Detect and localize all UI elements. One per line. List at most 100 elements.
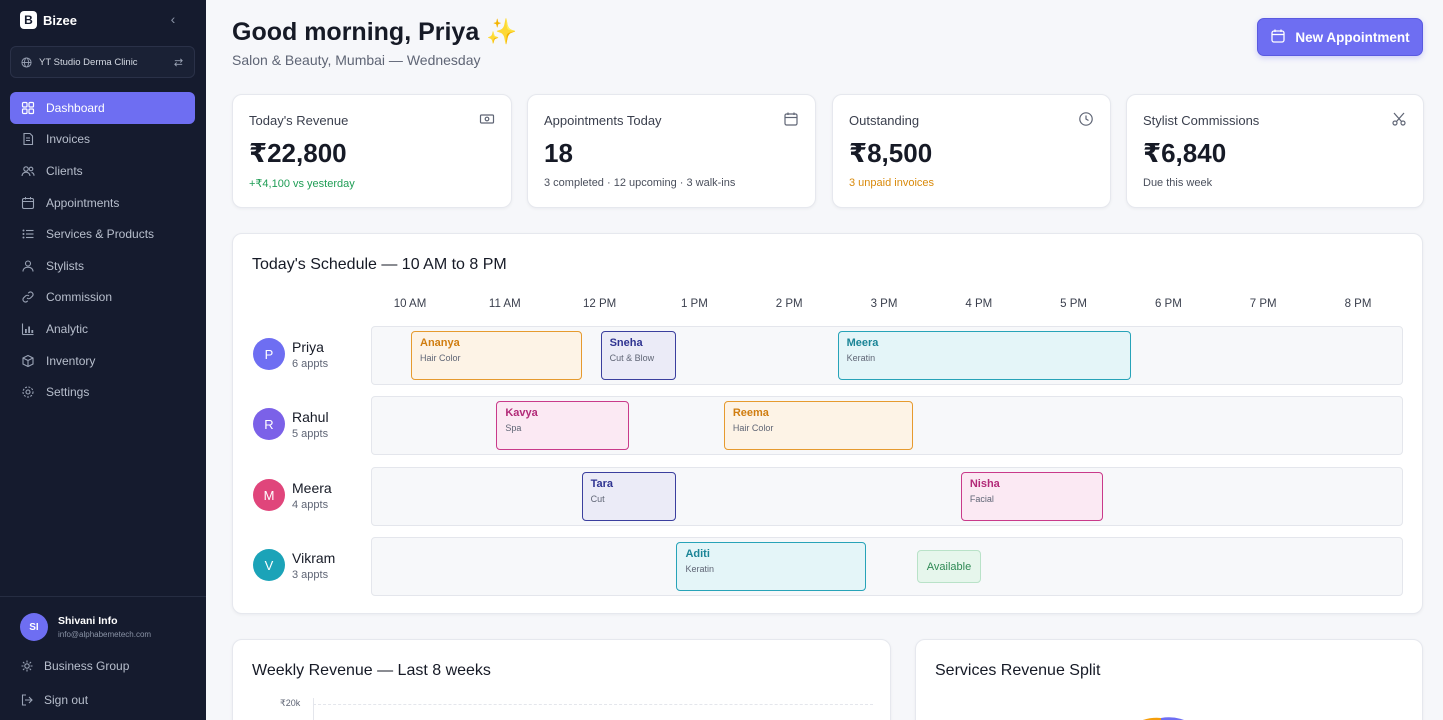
staff-name: Vikram	[292, 549, 336, 566]
kpi-title: Stylist Commissions	[1143, 113, 1260, 128]
calendar-icon	[21, 196, 35, 210]
gear-icon	[21, 385, 35, 399]
hour-label: 4 PM	[965, 298, 993, 310]
sidebar-item-commission[interactable]: Commission	[10, 282, 195, 314]
gridline	[313, 704, 873, 705]
kpi-value: ₹8,500	[849, 138, 933, 168]
appointment-client: Aditi	[685, 548, 710, 560]
kpi-value: 18	[544, 138, 573, 168]
sidebar-item-label: Clients	[46, 163, 83, 178]
sidebar-item-label: Dashboard	[46, 100, 105, 115]
collapse-sidebar-icon[interactable]: ‹	[170, 11, 176, 27]
globe-icon	[21, 56, 32, 68]
sidebar-item-appointments[interactable]: Appointments	[10, 187, 195, 219]
org-switcher[interactable]: YT Studio Derma Clinic	[10, 46, 195, 78]
link-icon	[21, 290, 35, 304]
appointment-client: Ananya	[420, 337, 460, 349]
sidebar-item-inventory[interactable]: Inventory	[10, 345, 195, 377]
appointment-client: Meera	[846, 337, 879, 349]
staff-name: Priya	[292, 338, 324, 355]
y-axis-tick: ₹20k	[280, 698, 301, 708]
appointment-service: Cut & Blow	[609, 353, 655, 363]
appointment-block[interactable]: Kavya Spa	[496, 401, 630, 450]
kpi-note: 3 unpaid invoices	[849, 177, 935, 189]
staff-member[interactable]: R Rahul 5 appts	[253, 408, 329, 440]
sidebar-nav: Dashboard Invoices Clients Appointments Serv…	[10, 92, 195, 408]
schedule-lane[interactable]: Ananya Hair Color Sneha Cut & Blow Meera Kera…	[371, 326, 1403, 385]
user-email: info@alphabemetech.com	[58, 630, 152, 639]
users-icon	[21, 164, 35, 178]
staff-member[interactable]: P Priya 6 appts	[253, 338, 328, 370]
user-profile[interactable]: SI Shivani Info info@alphabemetech.com	[20, 613, 151, 641]
hour-label: 7 PM	[1249, 298, 1277, 310]
new-appointment-button[interactable]: New Appointment	[1257, 18, 1423, 56]
schedule-card: Today's Schedule — 10 AM to 8 PM 10 AM 11…	[232, 233, 1423, 614]
avatar: M	[253, 479, 285, 511]
sidebar-item-invoices[interactable]: Invoices	[10, 124, 195, 156]
sign-out-label: Sign out	[44, 693, 89, 707]
appointment-block[interactable]: Reema Hair Color	[723, 401, 914, 450]
clock-icon	[1078, 111, 1094, 127]
brand-logo-icon: B	[20, 11, 37, 29]
appointment-service: Facial	[969, 494, 994, 504]
pie-slice-orange	[1143, 717, 1161, 720]
brand-name: Bizee	[43, 12, 77, 28]
schedule-lane[interactable]: Kavya Spa Reema Hair Color	[371, 396, 1403, 455]
bar-chart-icon	[21, 322, 35, 336]
appointment-block[interactable]: Tara Cut	[581, 472, 677, 521]
page-title: Good morning, Priya ✨	[232, 18, 518, 46]
appointment-client: Nisha	[969, 478, 1000, 490]
services-split-title: Services Revenue Split	[935, 662, 1101, 679]
staff-appt-count: 3 appts	[292, 568, 329, 581]
sidebar: B Bizee ‹ YT Studio Derma Clinic Dashboa…	[0, 0, 206, 720]
sidebar-item-analytic[interactable]: Analytic	[10, 313, 195, 345]
brand[interactable]: B Bizee	[20, 10, 77, 30]
scissors-icon	[1391, 111, 1407, 127]
avatar: R	[253, 408, 285, 440]
kpi-note: 3 completed · 12 upcoming · 3 walk-ins	[544, 177, 736, 189]
sidebar-item-label: Appointments	[46, 195, 120, 210]
hour-label: 8 PM	[1344, 298, 1372, 310]
appointment-service: Hair Color	[420, 353, 461, 363]
appointment-client: Kavya	[505, 407, 538, 419]
kpi-value: ₹22,800	[249, 138, 347, 168]
sidebar-item-label: Stylists	[46, 258, 85, 273]
sidebar-item-stylists[interactable]: Stylists	[10, 250, 195, 282]
appointment-service: Keratin	[846, 353, 876, 363]
staff-name: Meera	[292, 479, 332, 496]
sidebar-divider	[0, 596, 206, 597]
cash-icon	[479, 111, 495, 127]
sidebar-item-dashboard[interactable]: Dashboard	[10, 92, 195, 124]
hour-label: 1 PM	[680, 298, 708, 310]
sidebar-item-settings[interactable]: Settings	[10, 376, 195, 408]
sidebar-item-clients[interactable]: Clients	[10, 155, 195, 187]
calendar-icon	[1270, 28, 1286, 47]
business-group-link[interactable]: Business Group	[20, 659, 129, 673]
kpi-card: Today's Revenue ₹22,800 +₹4,100 vs yesterd…	[232, 94, 512, 208]
schedule-lane[interactable]: Tara Cut Nisha Facial	[371, 467, 1403, 526]
appointment-client: Reema	[732, 407, 769, 419]
hour-label: 10 AM	[393, 298, 427, 310]
appointment-block[interactable]: Nisha Facial	[960, 472, 1104, 521]
appointment-block[interactable]: Aditi Keratin	[676, 542, 867, 591]
schedule-title: Today's Schedule — 10 AM to 8 PM	[252, 256, 507, 273]
sign-out-link[interactable]: Sign out	[20, 693, 88, 707]
sidebar-item-label: Commission	[46, 290, 113, 305]
appointment-block[interactable]: Ananya Hair Color	[411, 331, 582, 380]
sidebar-item-services-products[interactable]: Services & Products	[10, 218, 195, 250]
staff-member[interactable]: M Meera 4 appts	[253, 479, 332, 511]
sign-out-icon	[20, 693, 34, 707]
staff-member[interactable]: V Vikram 3 appts	[253, 549, 335, 581]
avatar: V	[253, 549, 285, 581]
appointment-service: Spa	[505, 423, 522, 433]
appointment-block[interactable]: Sneha Cut & Blow	[600, 331, 677, 380]
available-slot[interactable]: Available	[917, 550, 981, 583]
business-group-label: Business Group	[44, 659, 130, 673]
appointment-block[interactable]: Meera Keratin	[837, 331, 1132, 380]
new-appointment-label: New Appointment	[1295, 29, 1410, 45]
list-icon	[21, 227, 35, 241]
schedule-lane[interactable]: Aditi Keratin Available	[371, 537, 1403, 596]
kpi-title: Today's Revenue	[249, 113, 349, 128]
org-name: YT Studio Derma Clinic	[39, 56, 138, 68]
appointment-service: Hair Color	[732, 423, 774, 433]
